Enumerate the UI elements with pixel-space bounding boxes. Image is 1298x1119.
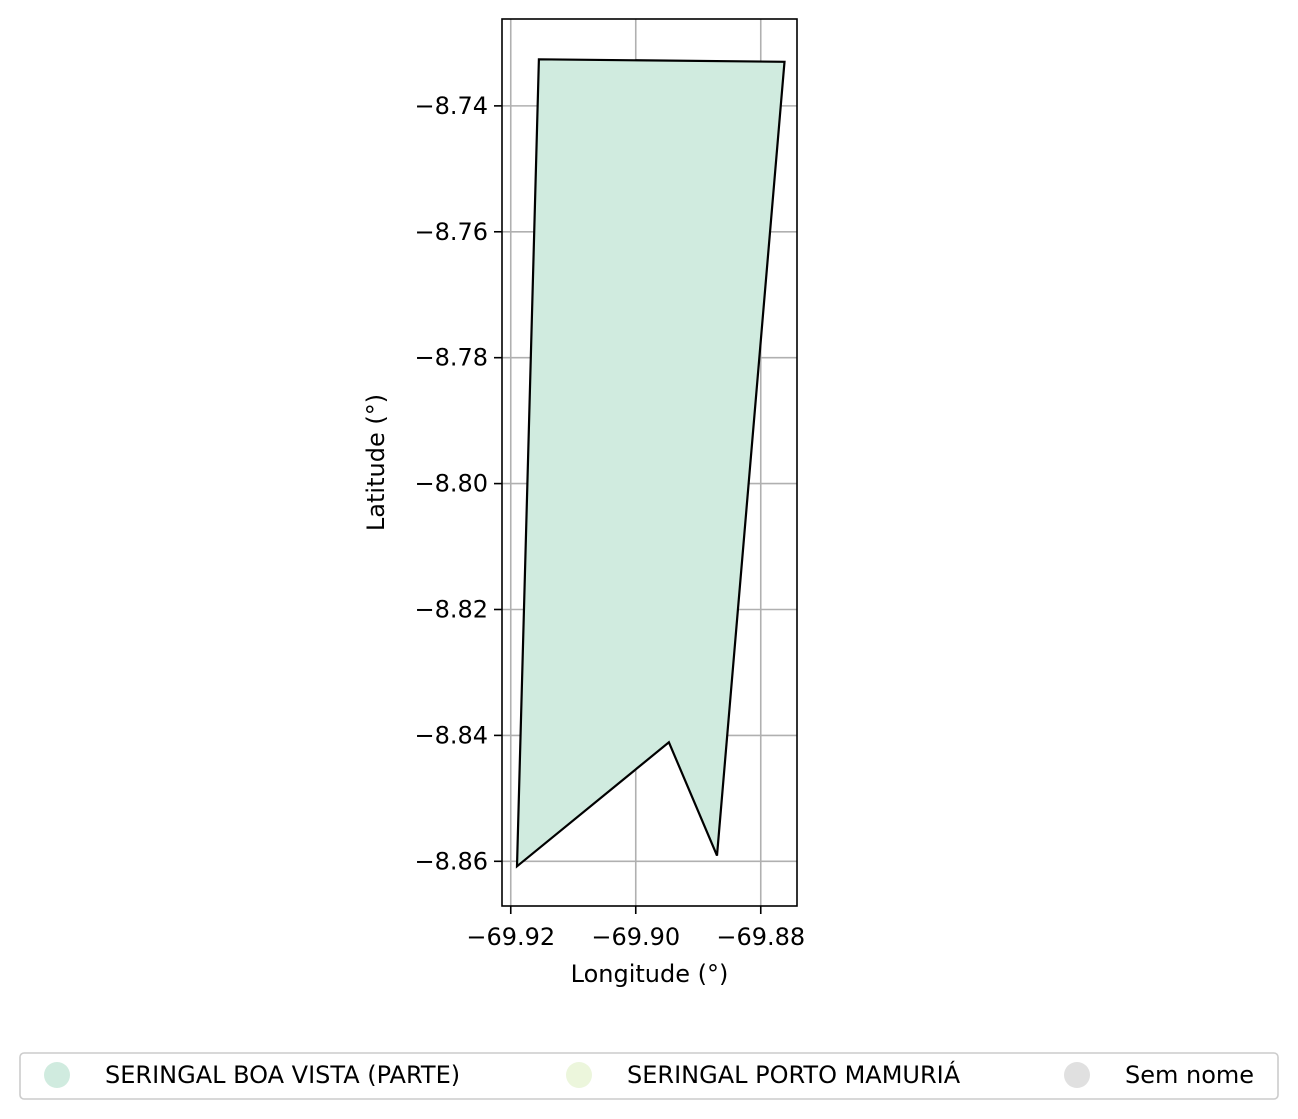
legend-label: SERINGAL PORTO MAMURIÁ: [627, 1060, 961, 1089]
x-tick-label: −69.92: [466, 923, 555, 951]
x-axis-label: Longitude (°): [571, 960, 729, 988]
y-tick-label: −8.74: [414, 92, 488, 120]
x-tick-label: −69.88: [716, 923, 805, 951]
legend-label: SERINGAL BOA VISTA (PARTE): [105, 1061, 460, 1089]
y-tick-label: −8.78: [414, 344, 488, 372]
x-tick-label: −69.90: [591, 923, 680, 951]
legend-marker: [1064, 1062, 1090, 1088]
legend-entries: SERINGAL BOA VISTA (PARTE) SERINGAL PORTO…: [44, 1060, 1254, 1089]
legend: SERINGAL BOA VISTA (PARTE) SERINGAL PORTO…: [19, 1052, 1279, 1100]
y-tick-label: −8.84: [414, 721, 488, 749]
y-tick-label: −8.86: [414, 847, 488, 875]
y-tick-label: −8.82: [414, 595, 488, 623]
legend-marker: [44, 1062, 70, 1088]
parcel-polygon: [515, 58, 786, 869]
polygon-layer: [515, 58, 786, 869]
axes-frame: [501, 18, 798, 907]
y-ticks: −8.74 −8.76 −8.78 −8.80 −8.82 −8.84 −8.86: [414, 92, 502, 875]
legend-label: Sem nome: [1125, 1061, 1254, 1089]
y-tick-label: −8.80: [414, 470, 488, 498]
legend-marker: [566, 1062, 592, 1088]
y-axis-label: Latitude (°): [362, 394, 390, 531]
legend-frame: [19, 1052, 1279, 1100]
y-tick-label: −8.76: [414, 218, 488, 246]
x-ticks: −69.92 −69.90 −69.88: [466, 906, 805, 951]
